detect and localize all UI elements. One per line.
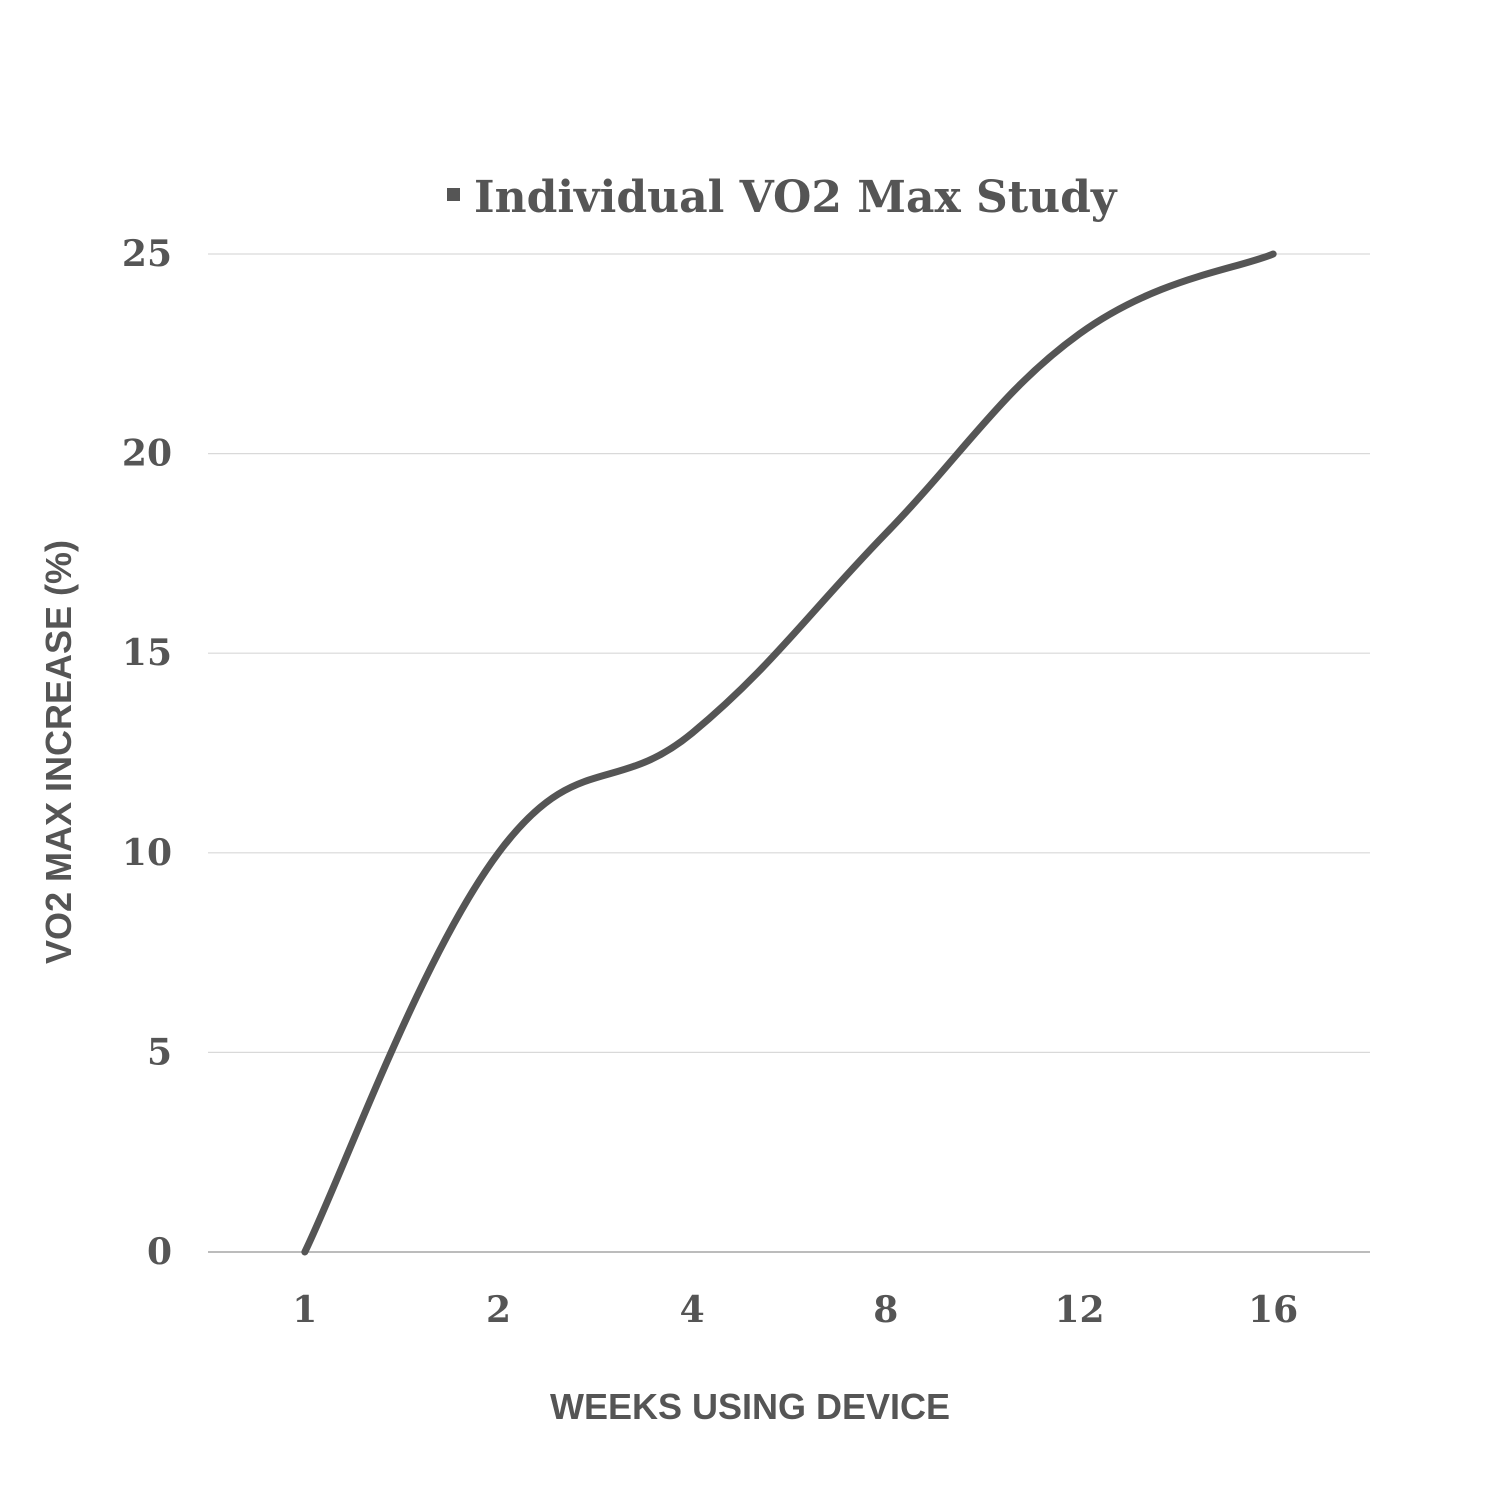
- legend-label: Individual VO2 Max Study: [474, 172, 1118, 223]
- x-axis-tick-labels: 1 2 4 8 12 16: [292, 1289, 1298, 1331]
- gridlines: [208, 253, 1370, 1253]
- x-tick-label: 8: [873, 1289, 898, 1331]
- x-tick-label: 4: [680, 1289, 705, 1331]
- y-axis-title: VO2 MAX INCREASE (%): [38, 540, 79, 964]
- x-axis-title: WEEKS USING DEVICE: [550, 1386, 950, 1427]
- legend-marker: [447, 188, 460, 201]
- y-tick-label: 0: [147, 1231, 172, 1273]
- y-tick-label: 10: [122, 832, 172, 874]
- x-tick-label: 12: [1054, 1289, 1104, 1331]
- series-group: [301, 250, 1277, 1256]
- x-tick-label: 1: [292, 1289, 317, 1331]
- y-tick-label: 5: [147, 1031, 172, 1073]
- y-tick-label: 15: [122, 632, 172, 674]
- legend: Individual VO2 Max Study: [447, 172, 1118, 223]
- series-line: [301, 250, 1277, 1256]
- x-tick-label: 16: [1248, 1289, 1298, 1331]
- y-tick-label: 20: [122, 433, 172, 475]
- y-tick-label: 25: [122, 233, 172, 275]
- x-tick-label: 2: [486, 1289, 511, 1331]
- y-axis-tick-labels: 0 5 10 15 20 25: [122, 233, 172, 1273]
